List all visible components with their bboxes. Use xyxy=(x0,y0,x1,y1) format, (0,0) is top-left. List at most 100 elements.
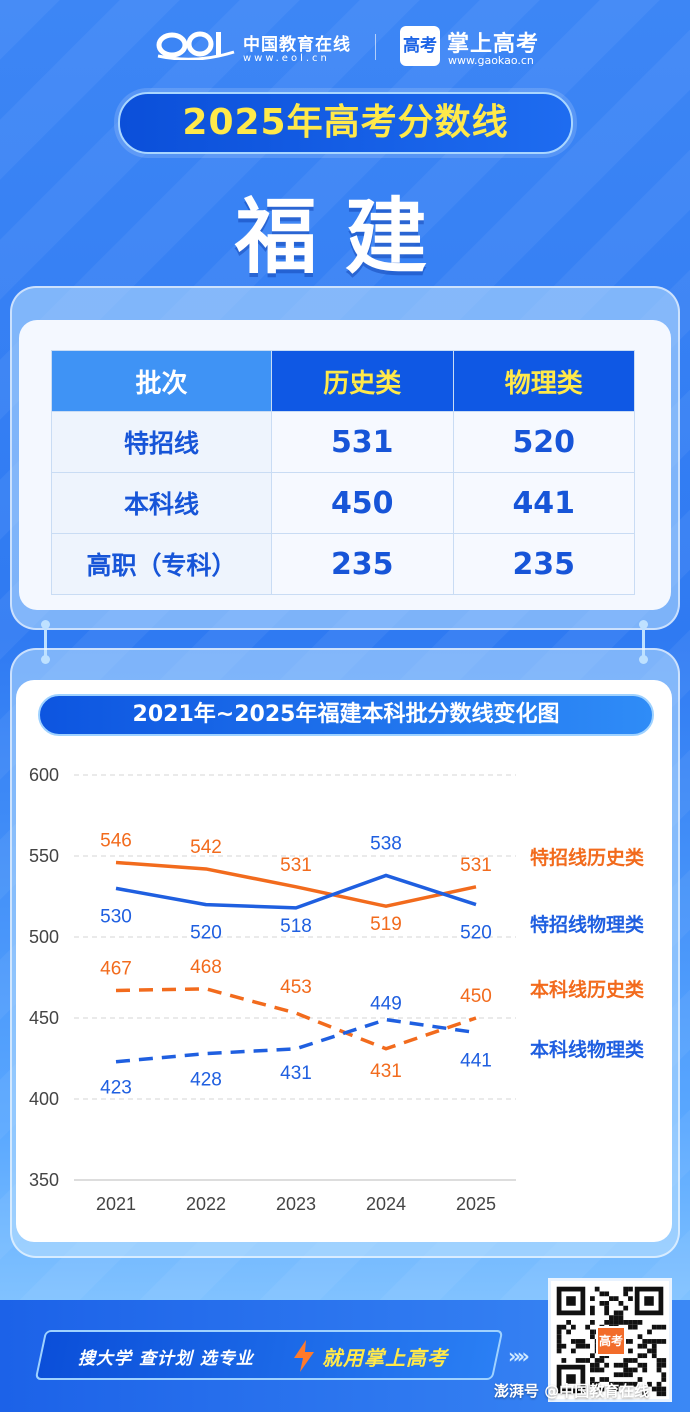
y-tick-label: 400 xyxy=(29,1089,59,1109)
qr-module xyxy=(556,1339,562,1344)
qr-module xyxy=(642,1367,648,1373)
slogan-cta[interactable]: 就用掌上高考 xyxy=(322,1346,448,1370)
qr-module xyxy=(618,1315,624,1321)
qr-module xyxy=(623,1320,629,1325)
gaokao-name: 掌上高考 xyxy=(447,32,540,57)
row-physics: 235 xyxy=(452,533,635,595)
qr-module xyxy=(656,1324,662,1330)
qr-module xyxy=(618,1372,624,1378)
qr-module xyxy=(628,1358,633,1363)
arrow-icon: »» xyxy=(508,1344,530,1368)
qr-module xyxy=(590,1320,595,1325)
qr-module xyxy=(661,1362,667,1368)
qr-module xyxy=(618,1320,624,1325)
data-label: 520 xyxy=(460,923,492,944)
qr-module xyxy=(566,1329,571,1335)
qr-module xyxy=(566,1296,576,1306)
qr-module xyxy=(656,1391,662,1397)
logo-divider xyxy=(375,34,376,60)
qr-module xyxy=(623,1305,629,1311)
qr-module xyxy=(632,1381,638,1387)
qr-module xyxy=(642,1391,648,1397)
row-history: 450 xyxy=(271,472,454,534)
data-label: 431 xyxy=(280,1063,312,1084)
qr-module xyxy=(585,1343,591,1349)
qr-module xyxy=(556,1348,562,1354)
header-batch: 批次 xyxy=(51,350,272,412)
qr-module xyxy=(613,1320,619,1325)
qr-module xyxy=(609,1381,614,1387)
series-line xyxy=(115,873,477,910)
legend-entry: 本科线物理类 xyxy=(530,1038,644,1061)
qr-module xyxy=(623,1367,629,1373)
qr-module xyxy=(618,1362,624,1368)
row-batch: 特招线 xyxy=(51,411,272,473)
qr-module xyxy=(613,1381,619,1387)
qr-module xyxy=(644,1296,654,1306)
qr-module xyxy=(661,1358,667,1363)
qr-module xyxy=(642,1343,648,1349)
x-tick-label: 2025 xyxy=(456,1194,496,1214)
qr-module xyxy=(661,1377,667,1382)
data-label: 546 xyxy=(100,830,132,851)
qr-module xyxy=(590,1353,595,1359)
data-label: 423 xyxy=(100,1078,132,1099)
qr-module xyxy=(594,1367,600,1373)
qr-code-icon[interactable] xyxy=(548,1278,672,1402)
qr-module xyxy=(637,1353,643,1359)
qr-module xyxy=(637,1362,643,1368)
qr-module xyxy=(570,1339,576,1344)
qr-module xyxy=(618,1381,624,1387)
header-logos: 中国教育在线 www.eol.cn 高考 掌上高考 www.gaokao.cn xyxy=(0,24,690,72)
y-tick-label: 600 xyxy=(29,765,59,785)
qr-module xyxy=(613,1362,619,1368)
qr-module xyxy=(561,1358,567,1363)
qr-module xyxy=(590,1377,595,1382)
x-tick-label: 2023 xyxy=(276,1194,316,1214)
qr-module xyxy=(628,1286,633,1292)
x-tick-label: 2021 xyxy=(96,1194,136,1214)
x-tick-label: 2024 xyxy=(366,1194,406,1214)
qr-module xyxy=(632,1324,638,1330)
slogan-text: 搜大学 查计划 选专业 xyxy=(78,1349,254,1369)
row-batch: 高职（专科） xyxy=(51,533,272,595)
header-history: 历史类 xyxy=(271,350,454,412)
legend-entry: 特招线历史类 xyxy=(530,846,644,869)
qr-module xyxy=(628,1339,633,1344)
data-label: 520 xyxy=(190,923,222,944)
eol-logo-icon xyxy=(156,31,235,60)
y-tick-label: 450 xyxy=(29,1008,59,1028)
qr-module xyxy=(604,1320,610,1325)
qr-module xyxy=(590,1381,595,1387)
qr-module xyxy=(618,1300,624,1306)
qr-module xyxy=(632,1358,638,1363)
qr-module xyxy=(599,1291,605,1297)
table-row: 特招线 531 520 xyxy=(51,411,635,473)
qr-module xyxy=(599,1386,605,1392)
qr-module xyxy=(575,1343,581,1349)
data-label: 542 xyxy=(190,837,222,858)
qr-module xyxy=(613,1296,619,1301)
qr-module xyxy=(594,1362,600,1368)
qr-module xyxy=(575,1358,581,1363)
qr-module xyxy=(590,1362,595,1368)
qr-module xyxy=(594,1358,600,1363)
qr-module xyxy=(604,1377,610,1382)
data-label: 519 xyxy=(370,914,402,935)
gaokao-badge-text: 高考 xyxy=(403,36,437,56)
qr-module xyxy=(661,1372,667,1378)
qr-module xyxy=(609,1296,614,1301)
qr-module xyxy=(609,1315,614,1321)
data-label: 449 xyxy=(370,994,402,1015)
qr-module xyxy=(623,1291,629,1297)
chart-title-box: 2021年~2025年福建本科批分数线变化图 xyxy=(38,694,654,736)
qr-module xyxy=(661,1339,667,1344)
table-row: 本科线 450 441 xyxy=(51,472,635,534)
qr-module xyxy=(628,1381,633,1387)
data-label: 530 xyxy=(100,906,132,927)
title-banner: 2025年高考分数线 xyxy=(118,92,573,154)
gaokao-url: www.gaokao.cn xyxy=(448,54,534,67)
row-batch: 本科线 xyxy=(51,472,272,534)
qr-module xyxy=(609,1320,614,1325)
row-physics: 441 xyxy=(452,472,635,534)
